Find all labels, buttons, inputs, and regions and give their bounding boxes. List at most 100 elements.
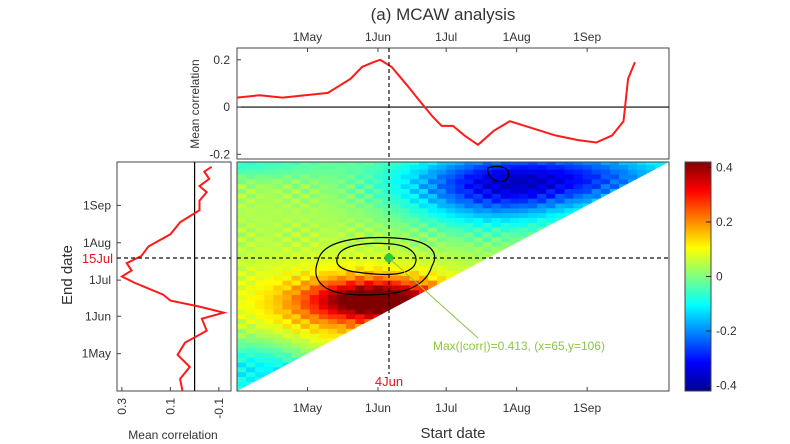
- heatmap-cell: [518, 207, 529, 214]
- heatmap-cell: [455, 202, 465, 209]
- heatmap-cell: [637, 169, 647, 175]
- heatmap-cell: [300, 193, 311, 199]
- heatmap-cell: [537, 212, 547, 218]
- heatmap-cell: [337, 246, 347, 252]
- heatmap-cell: [473, 236, 484, 243]
- heatmap-cell: [309, 342, 320, 349]
- heatmap-cell: [318, 162, 329, 165]
- heatmap-cell: [391, 275, 402, 281]
- heatmap-cell: [382, 183, 393, 190]
- heatmap-cell: [546, 212, 556, 218]
- heatmap-cell: [255, 212, 265, 218]
- heatmap-cell: [655, 162, 665, 165]
- heatmap-cell: [400, 178, 411, 185]
- heatmap-cell: [327, 198, 338, 204]
- heatmap-cell: [437, 162, 447, 165]
- heatmap-cell: [409, 162, 420, 165]
- heatmap-cell: [337, 207, 347, 214]
- heatmap-cell: [373, 169, 384, 175]
- heatmap-cell: [409, 280, 420, 286]
- heatmap-cell: [446, 178, 456, 185]
- heatmap-cell: [491, 217, 502, 223]
- heatmap-cell: [237, 313, 247, 320]
- heatmap-cell: [382, 246, 393, 252]
- heatmap-cell: [500, 198, 511, 204]
- heatmap-cell: [291, 222, 302, 228]
- heatmap-cell: [282, 164, 293, 170]
- heatmap-cell: [573, 169, 584, 175]
- heatmap-cell: [373, 188, 384, 194]
- heatmap-cell: [400, 164, 411, 170]
- heatmap-cell: [455, 217, 465, 223]
- heatmap-cell: [300, 289, 311, 296]
- heatmap-cell: [291, 280, 302, 286]
- heatmap-cell: [491, 236, 502, 243]
- heatmap-cell: [255, 236, 265, 243]
- heatmap-cell: [273, 212, 283, 218]
- heatmap-cell: [237, 256, 247, 262]
- heatmap-cell: [464, 256, 474, 262]
- heatmap-cell: [400, 246, 411, 252]
- heatmap-cell: [264, 284, 274, 291]
- heatmap-cell: [427, 275, 438, 281]
- heatmap-cell: [264, 280, 274, 286]
- heatmap-cell: [246, 309, 256, 315]
- heatmap-cell: [264, 362, 274, 368]
- heatmap-cell: [555, 212, 565, 218]
- heatmap-cell: [355, 251, 365, 257]
- heatmap-cell: [427, 178, 438, 185]
- heatmap-cell: [273, 352, 283, 358]
- heatmap-cell: [355, 318, 365, 325]
- heatmap-cell: [246, 337, 256, 344]
- heatmap-cell: [646, 164, 656, 170]
- heatmap-cell: [291, 198, 302, 204]
- heatmap-cell: [337, 212, 347, 218]
- top-panel-frame: [236, 47, 670, 160]
- heatmap-cell: [246, 362, 256, 368]
- heatmap-cell: [237, 231, 247, 238]
- heatmap-cell: [455, 241, 465, 247]
- heatmap-cell: [346, 198, 356, 204]
- heatmap-cell: [355, 227, 365, 233]
- heatmap-cell: [318, 323, 329, 329]
- heatmap-cell: [482, 246, 493, 252]
- heatmap-cell: [255, 227, 265, 233]
- heatmap-cell: [509, 188, 520, 194]
- heatmap-cell: [318, 328, 329, 334]
- heatmap-cell: [382, 265, 393, 271]
- heatmap-cell: [273, 188, 283, 194]
- heatmap-cell: [509, 193, 520, 199]
- heatmap-cell: [300, 347, 311, 353]
- heatmap-cell: [318, 169, 329, 175]
- heatmap-cell: [346, 294, 356, 300]
- heatmap-cell: [555, 178, 565, 185]
- heatmap-cell: [346, 323, 356, 329]
- heatmap-cell: [391, 164, 402, 170]
- heatmap-cell: [318, 236, 329, 243]
- heatmap-cell: [491, 227, 502, 233]
- heatmap-cell: [300, 309, 311, 315]
- heatmap-cell: [400, 169, 411, 175]
- heatmap-cell: [464, 164, 474, 170]
- heatmap-cell: [273, 362, 283, 368]
- heatmap-cell: [491, 212, 502, 218]
- heatmap-cell: [337, 251, 347, 257]
- heatmap-cell: [246, 371, 256, 378]
- heatmap-cell: [446, 222, 456, 228]
- heatmap-cell: [427, 188, 438, 194]
- heatmap-cell: [355, 289, 365, 296]
- heatmap-cell: [337, 217, 347, 223]
- heatmap-cell: [337, 241, 347, 247]
- heatmap-cell: [337, 318, 347, 325]
- heatmap-cell: [482, 169, 493, 175]
- heatmap-cell: [264, 183, 274, 190]
- heatmap-cell: [582, 162, 593, 165]
- heatmap-cell: [282, 299, 293, 305]
- heatmap-cell: [273, 162, 283, 165]
- heatmap-cell: [291, 294, 302, 300]
- heatmap-cell: [327, 169, 338, 175]
- heatmap-cell: [391, 207, 402, 214]
- heatmap-cell: [382, 270, 393, 276]
- heatmap-cell: [528, 217, 538, 223]
- heatmap-cell: [546, 162, 556, 165]
